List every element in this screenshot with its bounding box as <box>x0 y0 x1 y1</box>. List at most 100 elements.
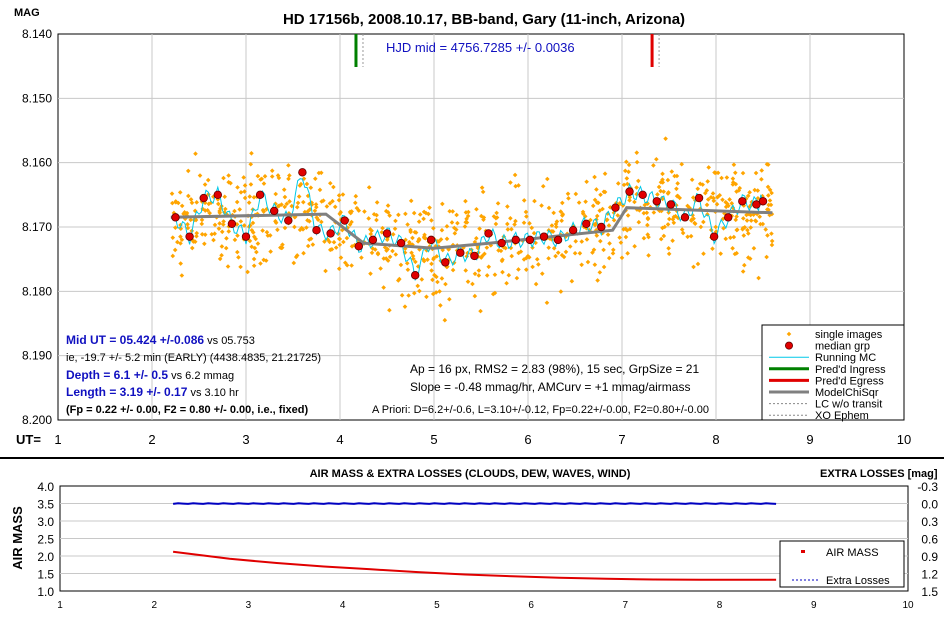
single-image-point <box>216 226 222 231</box>
single-image-point <box>740 216 746 221</box>
single-image-point <box>202 241 207 247</box>
legend-label: single images <box>815 329 883 341</box>
single-image-point <box>404 260 410 266</box>
single-image-point <box>293 254 299 260</box>
single-image-point <box>387 254 393 260</box>
median-grp-point <box>382 229 392 238</box>
single-image-point <box>597 270 603 275</box>
single-image-point <box>472 293 478 299</box>
single-image-point <box>292 224 297 230</box>
single-image-point <box>226 179 231 185</box>
single-image-point <box>341 239 346 245</box>
single-image-point <box>430 277 435 283</box>
single-image-point <box>403 211 408 217</box>
single-image-point <box>745 227 750 233</box>
single-image-point <box>453 227 459 232</box>
single-image-point <box>466 209 471 215</box>
legend-air-mass-swatch <box>801 550 805 553</box>
single-image-point <box>732 251 738 257</box>
single-image-point <box>689 177 695 183</box>
single-image-point <box>505 227 511 232</box>
lower-y2-tick: 0.3 <box>921 515 938 529</box>
single-image-point <box>238 190 244 195</box>
single-image-point <box>408 229 413 235</box>
single-image-point <box>235 249 240 255</box>
single-image-point <box>449 220 455 225</box>
single-image-point <box>508 245 514 251</box>
median-grp-point <box>525 235 535 245</box>
single-image-point <box>482 251 487 257</box>
median-grp-point <box>497 238 506 248</box>
single-image-point <box>733 217 739 223</box>
single-image-point <box>369 250 375 256</box>
single-image-point <box>553 253 558 259</box>
single-image-point <box>723 236 729 242</box>
single-image-point <box>625 251 630 256</box>
single-image-point <box>592 222 597 227</box>
single-image-point <box>711 195 716 201</box>
single-image-point <box>340 192 346 197</box>
single-image-point <box>286 163 291 168</box>
single-image-point <box>484 245 490 250</box>
median-grp-point <box>241 232 251 241</box>
single-image-point <box>617 200 623 206</box>
single-image-point <box>590 203 596 209</box>
single-image-point <box>438 303 443 308</box>
depth-line: Depth = 6.1 +/- 0.5 vs 6.2 mmag <box>66 368 234 382</box>
single-image-point <box>170 200 175 206</box>
single-image-point <box>169 191 175 196</box>
single-image-point <box>565 191 571 197</box>
single-image-point <box>251 234 257 240</box>
single-image-point <box>199 231 205 237</box>
single-image-point <box>381 285 386 290</box>
single-image-point <box>651 163 656 168</box>
single-image-point <box>322 239 327 244</box>
single-image-point <box>718 251 723 256</box>
single-image-point <box>658 236 664 242</box>
single-image-point <box>513 183 518 189</box>
single-image-point <box>349 263 354 268</box>
single-image-point <box>179 273 185 278</box>
single-image-point <box>573 191 579 197</box>
single-image-point <box>439 276 445 281</box>
single-image-point <box>523 267 529 272</box>
single-image-point <box>330 198 335 204</box>
single-image-point <box>348 210 354 216</box>
single-image-point <box>669 169 675 174</box>
single-image-point <box>421 216 426 222</box>
single-image-point <box>226 173 231 178</box>
single-image-point <box>617 235 622 240</box>
single-image-point <box>634 159 640 165</box>
single-image-point <box>700 182 705 187</box>
single-image-point <box>758 221 763 227</box>
single-image-point <box>480 189 486 195</box>
single-image-point <box>387 307 392 313</box>
upper-x-tick: 3 <box>242 432 249 447</box>
single-image-point <box>591 247 597 253</box>
single-image-point <box>301 250 306 256</box>
lower-x-tick: 6 <box>528 600 534 611</box>
single-image-point <box>259 176 265 182</box>
single-image-point <box>431 226 436 231</box>
single-image-point <box>546 256 551 261</box>
single-image-point <box>297 227 303 233</box>
single-image-point <box>374 217 379 223</box>
single-image-point <box>500 269 505 275</box>
single-image-point <box>558 289 564 294</box>
median-grp-point <box>758 197 768 206</box>
single-image-point <box>410 235 415 241</box>
single-image-point <box>434 254 440 259</box>
single-image-point <box>592 174 597 180</box>
single-image-point <box>242 195 248 201</box>
median-grp-point <box>227 219 237 228</box>
single-image-point <box>193 151 198 157</box>
single-image-point <box>398 262 404 268</box>
single-image-point <box>427 205 432 210</box>
single-image-point <box>291 260 297 266</box>
single-image-point <box>440 201 445 207</box>
single-image-point <box>399 293 405 298</box>
single-image-point <box>624 159 629 165</box>
single-image-point <box>302 209 308 215</box>
upper-y-tick: 8.190 <box>22 349 52 363</box>
